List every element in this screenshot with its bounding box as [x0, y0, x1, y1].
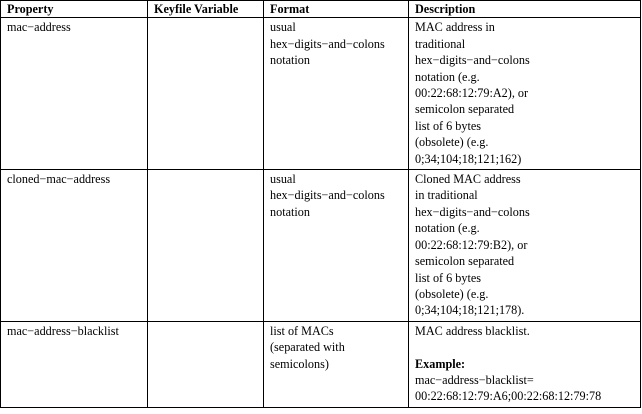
header-property: Property — [0, 0, 148, 19]
header-keyfile-variable: Keyfile Variable — [147, 0, 264, 19]
description-text: MAC address blacklist. — [415, 323, 530, 338]
description-text: MAC address in traditional hex−digits−an… — [415, 20, 530, 166]
example-label: Example: — [415, 356, 466, 371]
description-cell: Cloned MAC address in traditional hex−di… — [408, 169, 641, 322]
keyfile-variable-cell — [147, 169, 264, 322]
table-row: cloned−mac−address usual hex−digits−and−… — [0, 169, 641, 322]
header-row: Property Keyfile Variable Format Descrip… — [0, 0, 641, 19]
property-cell: mac−address−blacklist — [0, 320, 148, 408]
property-name: mac−address−blacklist — [7, 323, 119, 338]
example-value: mac−address−blacklist= 00:22:68:12:79:A6… — [415, 372, 602, 404]
table-row: mac−address−blacklist list of MACs (sepa… — [0, 320, 641, 408]
description-text: Cloned MAC address in traditional hex−di… — [415, 172, 530, 318]
property-cell: mac−address — [0, 17, 148, 171]
description-cell: MAC address blacklist. Example: mac−addr… — [408, 320, 641, 408]
property-name: mac−address — [7, 20, 71, 35]
table-row: mac−address usual hex−digits−and−colons … — [0, 17, 641, 171]
description-cell: MAC address in traditional hex−digits−an… — [408, 17, 641, 171]
property-cell: cloned−mac−address — [0, 169, 148, 322]
format-text: usual hex−digits−and−colons notation — [270, 172, 385, 219]
paragraph-spacer — [415, 339, 634, 355]
format-text: usual hex−digits−and−colons notation — [270, 20, 385, 68]
format-cell: usual hex−digits−and−colons notation — [263, 169, 409, 322]
keyfile-variable-cell — [147, 320, 264, 408]
format-cell: usual hex−digits−and−colons notation — [263, 17, 409, 171]
property-name: cloned−mac−address — [7, 172, 111, 187]
keyfile-variable-cell — [147, 17, 264, 171]
format-cell: list of MACs (separated with semicolons) — [263, 320, 409, 408]
format-text: list of MACs (separated with semicolons) — [270, 323, 345, 371]
header-description: Description — [408, 0, 641, 19]
header-format: Format — [263, 0, 409, 19]
